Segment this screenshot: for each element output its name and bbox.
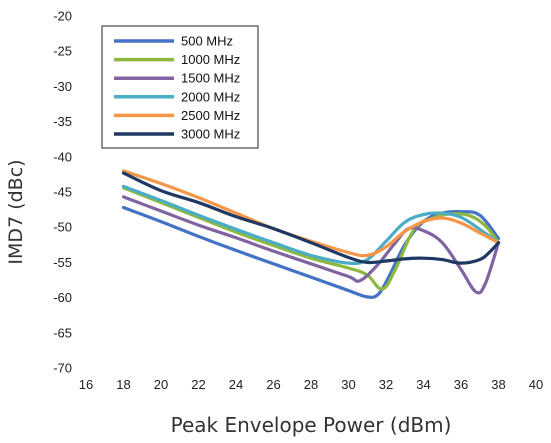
y-tick-label: -40 — [53, 149, 72, 164]
legend-label: 1500 MHz — [181, 71, 240, 86]
legend: 500 MHz 1000 MHz 1500 MHz 2000 MHz 2500 MHz 3… — [101, 25, 259, 149]
legend-label: 2000 MHz — [181, 89, 240, 104]
series-line-2500-mhz — [121, 169, 501, 258]
y-tick-label: -45 — [53, 185, 72, 200]
x-axis-title: Peak Envelope Power (dBm) — [171, 413, 452, 437]
x-tick-label: 30 — [341, 377, 355, 392]
y-tick-label: -20 — [53, 9, 72, 24]
series-layer — [121, 169, 501, 299]
legend-label: 3000 MHz — [181, 127, 240, 142]
legend-label: 500 MHz — [181, 34, 233, 49]
series-line-2000-mhz — [121, 184, 501, 266]
x-tick-label: 26 — [266, 377, 280, 392]
y-axis-title: IMD7 (dBc) — [5, 159, 27, 264]
legend-box — [101, 25, 259, 149]
x-tick-label: 38 — [491, 377, 505, 392]
y-axis: -20 -25 -30 -35 -40 -45 -50 -55 -60 -65 -70 — [53, 9, 72, 376]
legend-label: 1000 MHz — [181, 52, 240, 67]
x-axis: 16 18 20 22 24 26 28 30 32 34 36 38 40 — [79, 377, 543, 392]
y-tick-label: -65 — [53, 325, 72, 340]
x-tick-label: 28 — [304, 377, 318, 392]
x-tick-label: 20 — [154, 377, 168, 392]
series-line-1500-mhz — [121, 195, 501, 295]
series-line-1000-mhz — [121, 186, 501, 291]
y-tick-label: -35 — [53, 114, 72, 129]
y-tick-label: -70 — [53, 361, 72, 376]
x-tick-label: 24 — [229, 377, 243, 392]
legend-label: 2500 MHz — [181, 108, 240, 123]
y-tick-label: -50 — [53, 220, 72, 235]
y-tick-label: -25 — [53, 44, 72, 59]
x-tick-label: 18 — [116, 377, 130, 392]
x-tick-label: 34 — [416, 377, 430, 392]
y-tick-label: -60 — [53, 290, 72, 305]
x-tick-label: 32 — [379, 377, 393, 392]
y-tick-label: -55 — [53, 255, 72, 270]
series-line-3000-mhz — [121, 171, 501, 265]
y-tick-label: -30 — [53, 79, 72, 94]
x-tick-label: 40 — [529, 377, 543, 392]
x-tick-label: 36 — [454, 377, 468, 392]
x-tick-label: 22 — [191, 377, 205, 392]
series-line-500-mhz — [121, 205, 501, 299]
x-tick-label: 16 — [79, 377, 93, 392]
